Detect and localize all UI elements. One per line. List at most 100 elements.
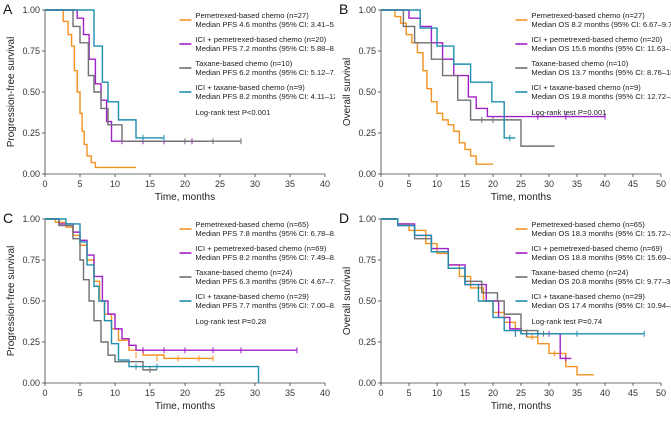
x-axis-title: Time, months bbox=[491, 401, 551, 412]
x-tick-label: 40 bbox=[600, 179, 610, 189]
km-curve-series-4 bbox=[45, 218, 260, 383]
km-curve-series-1 bbox=[45, 9, 136, 169]
x-axis-title: Time, months bbox=[155, 401, 215, 412]
legend-label: Taxane-based chemo (n=24) bbox=[195, 268, 292, 277]
km-chart-c: C 0.00 0.25 0.50 0.75 1.00 0 5 10 15 20 25 30 35 40 Tim… bbox=[3, 210, 347, 412]
legend-label: Taxane-based chemo (n=10) bbox=[531, 59, 628, 68]
legend-stat: Median PFS 7.2 months (95% CI: 5.88–8.52… bbox=[195, 44, 335, 53]
km-curve-series-3 bbox=[45, 9, 241, 142]
legend-stat: Median PFS 6.2 months (95% CI: 5.12–7.28… bbox=[195, 68, 335, 77]
km-chart-a: A 0.00 0.25 0.50 0.75 1.00 0 5 10 15 20 25 30 35 40 Tim… bbox=[3, 1, 351, 203]
x-tick-label: 45 bbox=[628, 388, 638, 398]
legend-label: ICI + pemetrexed-based chemo (n=69) bbox=[531, 244, 662, 253]
y-tick-label: 0.00 bbox=[22, 169, 40, 179]
x-tick-label: 50 bbox=[656, 388, 666, 398]
legend-stat: Median OS 15.6 months (95% CI: 11.63–19.… bbox=[531, 44, 671, 53]
legend-label: ICI + taxane-based chemo (n=9) bbox=[531, 83, 641, 92]
x-tick-label: 20 bbox=[488, 388, 498, 398]
legend-label: ICI + pemetrexed-based chemo (n=20) bbox=[531, 35, 662, 44]
y-tick-label: 0.50 bbox=[22, 296, 40, 306]
x-tick-label: 20 bbox=[488, 179, 498, 189]
km-curve-series-2 bbox=[381, 9, 605, 118]
x-tick-label: 10 bbox=[432, 179, 442, 189]
legend-label: Taxane-based chemo (n=10) bbox=[195, 59, 292, 68]
legend-stat: Median OS 18.3 months (95% CI: 15.72–20.… bbox=[531, 229, 671, 238]
y-tick-label: 0.75 bbox=[358, 46, 376, 56]
x-tick-label: 40 bbox=[600, 388, 610, 398]
logrank-text: Log-rank test P=0.74 bbox=[531, 317, 602, 326]
y-tick-label: 0.25 bbox=[358, 128, 376, 138]
y-tick-label: 0.00 bbox=[358, 378, 376, 388]
panel-letter: D bbox=[339, 210, 349, 226]
legend-label: Taxane-based chemo (n=24) bbox=[531, 268, 628, 277]
y-tick-label: 0.50 bbox=[358, 87, 376, 97]
panel-letter: C bbox=[3, 210, 13, 226]
km-curve-series-4 bbox=[381, 9, 516, 139]
legend-label: Pemetrexed-based chemo (n=65) bbox=[195, 220, 309, 229]
x-tick-label: 5 bbox=[77, 179, 82, 189]
km-curve-series-1 bbox=[381, 9, 493, 165]
x-tick-label: 25 bbox=[516, 179, 526, 189]
legend-stat: Median PFS 8.2 months (95% CI: 4.11–12.2… bbox=[195, 92, 335, 101]
y-tick-label: 0.25 bbox=[22, 128, 40, 138]
x-tick-label: 25 bbox=[516, 388, 526, 398]
y-tick-label: 1.00 bbox=[22, 214, 40, 224]
x-axis-title: Time, months bbox=[155, 192, 215, 203]
y-tick-label: 1.00 bbox=[358, 5, 376, 15]
panel-c: C 0.00 0.25 0.50 0.75 1.00 0 5 10 15 20 25 30 35 40 Tim… bbox=[0, 209, 347, 418]
x-tick-label: 35 bbox=[572, 388, 582, 398]
panel-letter: A bbox=[3, 1, 13, 17]
x-tick-label: 35 bbox=[572, 179, 582, 189]
legend-stat: Median OS 18.8 months (95% CI: 15.69–21.… bbox=[531, 253, 671, 262]
legend-stat: Median PFS 4.6 months (95% CI: 3.41–5.79… bbox=[195, 20, 335, 29]
x-tick-label: 15 bbox=[460, 179, 470, 189]
x-tick-label: 15 bbox=[460, 388, 470, 398]
y-tick-label: 0.50 bbox=[358, 296, 376, 306]
y-tick-label: 0.00 bbox=[358, 169, 376, 179]
km-chart-d: D 0.00 0.25 0.50 0.75 1.00 0 5 10 15 20 25 30 35 40 45 5… bbox=[339, 210, 671, 412]
legend-label: ICI + pemetrexed-based chemo (n=20) bbox=[195, 35, 326, 44]
y-axis-title: Progression-free survival bbox=[6, 37, 17, 148]
logrank-text: Log-rank test P<0.001 bbox=[195, 108, 270, 117]
km-curve-series-3 bbox=[381, 9, 555, 147]
y-axis-title: Overall survival bbox=[342, 267, 353, 335]
x-tick-label: 10 bbox=[432, 388, 442, 398]
x-tick-label: 35 bbox=[285, 388, 295, 398]
x-tick-label: 30 bbox=[250, 388, 260, 398]
legend-label: ICI + taxane-based chemo (n=29) bbox=[195, 292, 309, 301]
km-curve-series-4 bbox=[381, 218, 645, 335]
x-tick-label: 0 bbox=[378, 388, 383, 398]
y-tick-label: 0.75 bbox=[22, 46, 40, 56]
legend-stat: Median OS 19.8 months (95% CI: 12.72–26.… bbox=[531, 92, 671, 101]
y-tick-label: 0.25 bbox=[22, 337, 40, 347]
legend-stat: Median PFS 8.2 months (95% CI: 7.49–8.91… bbox=[195, 253, 335, 262]
panel-b: B 0.00 0.25 0.50 0.75 1.00 0 5 10 15 20 25 30 35 40 45 5… bbox=[336, 0, 671, 209]
legend-stat: Median OS 8.2 months (95% CI: 6.67–9.73) bbox=[531, 20, 671, 29]
km-curve-series-2 bbox=[381, 218, 572, 360]
legend-stat: Median PFS 7.8 months (95% CI: 6.78–8.82… bbox=[195, 229, 335, 238]
panel-letter: B bbox=[339, 1, 348, 17]
km-curve-series-4 bbox=[45, 9, 164, 139]
x-tick-label: 50 bbox=[656, 179, 666, 189]
x-tick-label: 5 bbox=[406, 388, 411, 398]
km-curve-series-1 bbox=[45, 218, 213, 360]
y-axis-title: Progression-free survival bbox=[6, 246, 17, 357]
y-tick-label: 1.00 bbox=[358, 214, 376, 224]
y-tick-label: 0.25 bbox=[358, 337, 376, 347]
x-tick-label: 30 bbox=[544, 179, 554, 189]
panel-a: A 0.00 0.25 0.50 0.75 1.00 0 5 10 15 20 25 30 35 40 Tim… bbox=[0, 0, 351, 209]
x-tick-label: 35 bbox=[285, 179, 295, 189]
km-curve-series-2 bbox=[45, 9, 206, 142]
y-axis-title: Overall survival bbox=[342, 58, 353, 126]
x-tick-label: 0 bbox=[42, 179, 47, 189]
y-tick-label: 0.00 bbox=[22, 378, 40, 388]
logrank-text: Log-rank test P=0.28 bbox=[195, 317, 266, 326]
x-tick-label: 15 bbox=[145, 388, 155, 398]
x-tick-label: 25 bbox=[215, 388, 225, 398]
x-tick-label: 45 bbox=[628, 179, 638, 189]
legend-stat: Median PFS 6.3 months (95% CI: 4.67–7.93… bbox=[195, 277, 335, 286]
km-chart-b: B 0.00 0.25 0.50 0.75 1.00 0 5 10 15 20 25 30 35 40 45 5… bbox=[339, 1, 671, 203]
km-curve-series-3 bbox=[45, 218, 157, 371]
x-tick-label: 5 bbox=[406, 179, 411, 189]
